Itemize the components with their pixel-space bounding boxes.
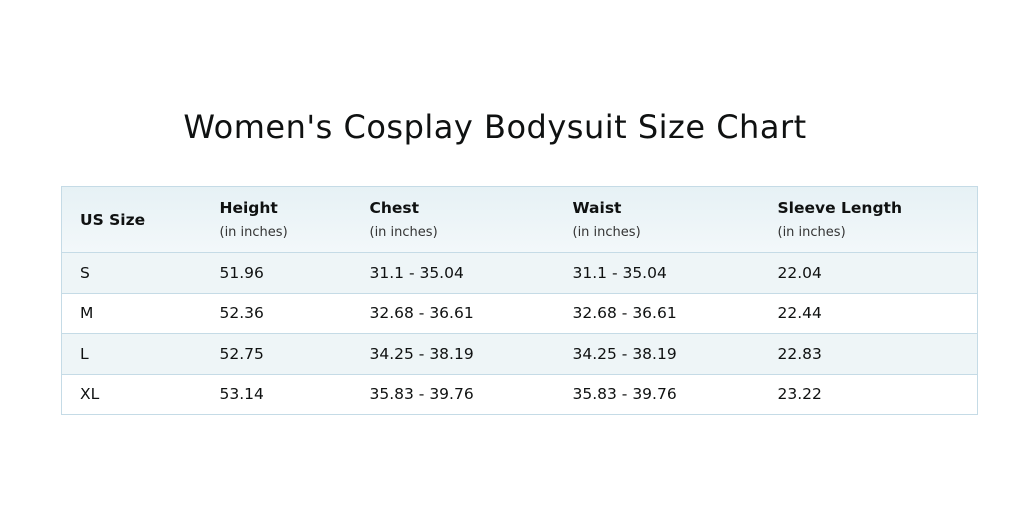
table-cell: 32.68 - 36.61 [572,304,677,323]
table-cell: 52.75 [219,344,264,363]
column-header: Sleeve Length (in inches) [760,187,978,253]
table-body: S 51.96 31.1 - 35.04 31.1 - 35.04 22.04 M 52.3… [61,252,978,415]
table-header: US Size Height (in inches) Chest (in inches)… [61,186,978,253]
table-cell: 31.1 - 35.04 [369,263,464,282]
table-cell: 32.68 - 36.61 [369,304,474,323]
table-cell: XL [80,385,100,404]
table-row: XL 53.14 35.83 - 39.76 35.83 - 39.76 23.22 [61,374,978,415]
column-header: Height (in inches) [202,187,352,253]
table-cell: 52.36 [219,304,264,323]
table-cell: 53.14 [219,385,264,404]
header-row: US Size Height (in inches) Chest (in inches)… [61,186,978,253]
header-label: Waist [572,199,622,217]
header-label: Height [219,199,278,217]
table-cell: L [80,344,89,363]
table-cell: 22.44 [777,304,822,323]
table-cell: 22.83 [777,344,822,363]
header-label: Chest [369,199,420,217]
header-unit: (in inches) [219,225,288,240]
table-row: L 52.75 34.25 - 38.19 34.25 - 38.19 22.83 [61,333,978,374]
table-cell: 34.25 - 38.19 [369,344,474,363]
table-cell: 51.96 [219,263,264,282]
table-cell: 23.22 [777,385,822,404]
title: Women's Cosplay Bodysuit Size Chart [183,108,807,146]
size-table: US Size Height (in inches) Chest (in inches)… [61,186,978,415]
column-header: US Size [62,187,202,253]
header-unit: (in inches) [777,225,846,240]
header-label: Sleeve Length [777,199,902,217]
table-cell: 34.25 - 38.19 [572,344,677,363]
column-header: Waist (in inches) [555,187,760,253]
table-cell: 35.83 - 39.76 [572,385,677,404]
table-cell: 35.83 - 39.76 [369,385,474,404]
header-unit: (in inches) [572,225,641,240]
table-cell: 22.04 [777,263,822,282]
table-row: M 52.36 32.68 - 36.61 32.68 - 36.61 22.44 [61,293,978,334]
table-cell: S [80,263,90,282]
table-row: S 51.96 31.1 - 35.04 31.1 - 35.04 22.04 [61,252,978,293]
table-cell: 31.1 - 35.04 [572,263,667,282]
header-unit: (in inches) [369,225,438,240]
column-header: Chest (in inches) [352,187,555,253]
header-label: US Size [80,210,146,229]
table-cell: M [80,304,94,323]
